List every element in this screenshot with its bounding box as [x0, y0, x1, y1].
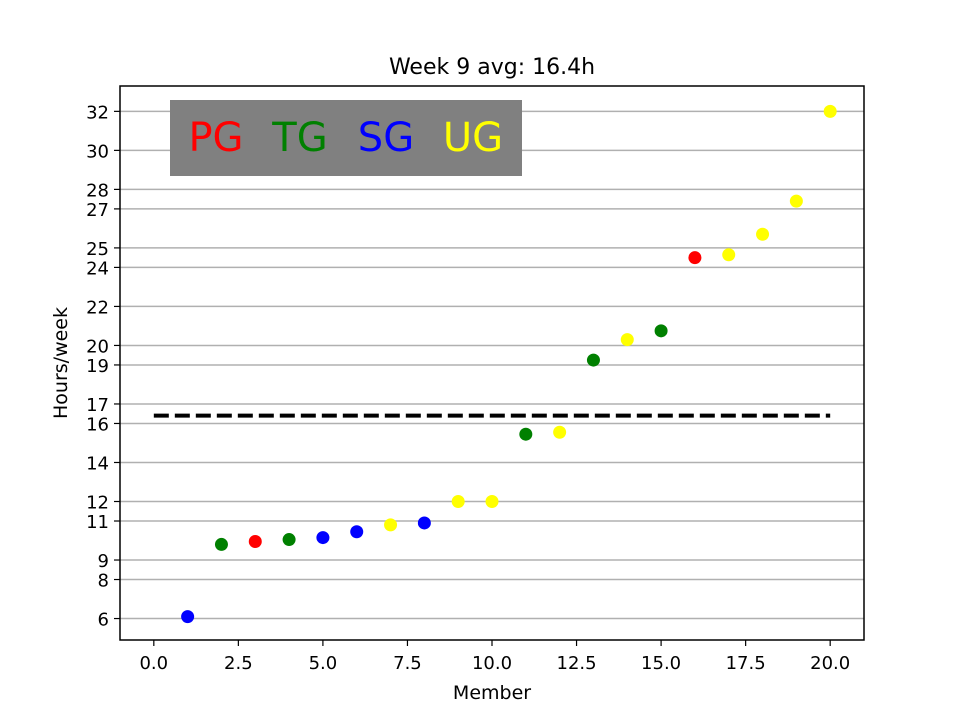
data-point	[756, 227, 770, 241]
data-point	[316, 531, 330, 545]
y-tick-label: 20	[86, 336, 109, 357]
y-tick-label: 32	[86, 102, 109, 123]
data-point	[214, 537, 228, 551]
chart-title: Week 9 avg: 16.4h	[389, 55, 595, 80]
x-tick-label: 7.5	[393, 653, 422, 674]
y-tick-label: 22	[86, 297, 109, 318]
data-point	[384, 518, 398, 532]
y-tick-label: 28	[86, 180, 109, 201]
y-tick-label: 24	[86, 258, 109, 279]
data-point	[282, 533, 296, 547]
data-point	[722, 248, 736, 262]
data-point	[451, 495, 465, 508]
data-point	[586, 353, 600, 367]
x-axis: 0.0 2.5 5.0 7.5 10.0 12.5 15.0 17.5 20.0	[139, 640, 850, 674]
x-tick-label: 10.0	[472, 653, 512, 674]
x-axis-label: Member	[453, 682, 531, 704]
data-point	[248, 534, 262, 548]
y-axis-label: Hours/week	[50, 307, 72, 419]
y-tick-label: 30	[86, 141, 109, 162]
data-point	[485, 495, 499, 508]
y-tick-label: 12	[86, 493, 109, 514]
legend-box	[170, 100, 522, 176]
y-tick-label: 17	[86, 395, 109, 416]
data-point	[519, 427, 533, 441]
legend-entry: TG	[271, 115, 327, 161]
x-tick-label: 15.0	[641, 653, 681, 674]
legend-entry: UG	[443, 115, 503, 161]
x-tick-label: 5.0	[309, 653, 338, 674]
legend-entry: SG	[358, 115, 414, 161]
y-tick-label: 11	[86, 512, 109, 533]
y-tick-label: 25	[86, 239, 109, 260]
x-tick-label: 17.5	[726, 653, 766, 674]
y-tick-label: 6	[98, 610, 109, 631]
y-tick-label: 27	[86, 200, 109, 221]
x-tick-label: 0.0	[139, 653, 168, 674]
data-point	[620, 333, 634, 347]
y-tick-label: 14	[86, 453, 109, 474]
data-point	[654, 324, 668, 338]
legend: PG TG SG UG	[170, 100, 522, 176]
x-tick-label: 12.5	[557, 653, 597, 674]
data-point	[350, 525, 364, 539]
y-tick-label: 8	[98, 571, 109, 592]
x-tick-label: 2.5	[224, 653, 253, 674]
y-gridlines	[120, 110, 864, 620]
data-points	[181, 104, 837, 624]
y-tick-label: 9	[98, 551, 109, 572]
x-tick-label: 20.0	[810, 653, 850, 674]
data-point	[181, 610, 195, 624]
data-point	[823, 104, 837, 118]
data-point	[553, 425, 567, 439]
y-tick-label: 19	[86, 356, 109, 377]
legend-entry: PG	[188, 115, 243, 161]
y-tick-label: 16	[86, 414, 109, 435]
data-point	[789, 194, 803, 208]
data-point	[688, 251, 702, 265]
data-point	[417, 516, 431, 530]
